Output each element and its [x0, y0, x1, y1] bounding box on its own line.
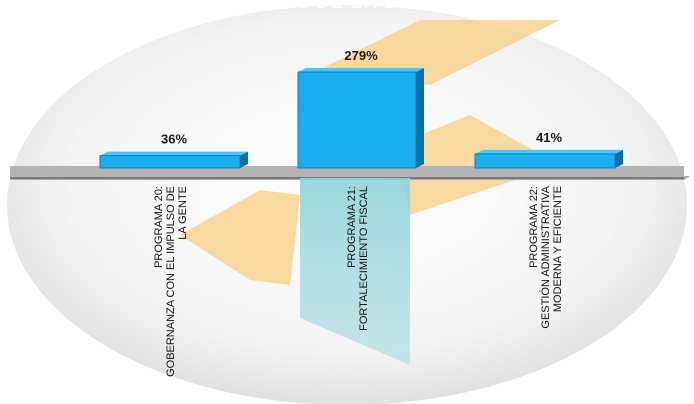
category-label-3: PROGRAMA 22: GESTIÓN ADMINISTRATIVA MODERN…: [528, 185, 564, 328]
data-label-3: 41%: [536, 130, 562, 145]
category-label-line: FORTALECIMIENTO FISCAL: [358, 186, 370, 331]
bar-2: [297, 71, 417, 169]
bars-group: [99, 68, 623, 169]
data-labels-group: 36% 279% 41%: [161, 48, 562, 147]
category-labels-group: PROGRAMA 20: GOBERNANZA CON EL IMPULSO DE…: [153, 185, 564, 377]
category-label-line: PROGRAMA 21:: [346, 186, 358, 268]
bar-1: [99, 155, 241, 169]
bar-top-3: [475, 149, 623, 154]
category-label-line: GESTIÓN ADMINISTRATIVA: [539, 185, 552, 328]
bar-side-3: [615, 149, 623, 168]
bar-reflection: [300, 178, 410, 365]
bar-top-2: [298, 68, 424, 72]
category-label-line: PROGRAMA 20:: [153, 186, 165, 268]
data-label-2: 279%: [344, 48, 378, 63]
category-label-line: LA GENTE: [177, 186, 189, 240]
bar-side-1: [240, 151, 248, 168]
bar-3: [474, 153, 616, 169]
floor-plane-front: [10, 166, 684, 178]
category-label-1: PROGRAMA 20: GOBERNANZA CON EL IMPULSO DE…: [153, 186, 189, 377]
bar-side-2: [416, 68, 424, 168]
category-label-line: MODERNA Y EFICIENTE: [552, 186, 564, 312]
data-label-1: 36%: [161, 132, 187, 147]
chart-title: PROGRAMAS DE LA DIMENSIÓN 6: [176, 0, 519, 13]
category-label-line: PROGRAMA 22:: [528, 186, 540, 268]
category-label-line: GOBERNANZA CON EL IMPULSO DE: [165, 186, 177, 377]
bar-top-1: [100, 151, 248, 156]
category-label-2: PROGRAMA 21: FORTALECIMIENTO FISCAL: [346, 186, 370, 331]
